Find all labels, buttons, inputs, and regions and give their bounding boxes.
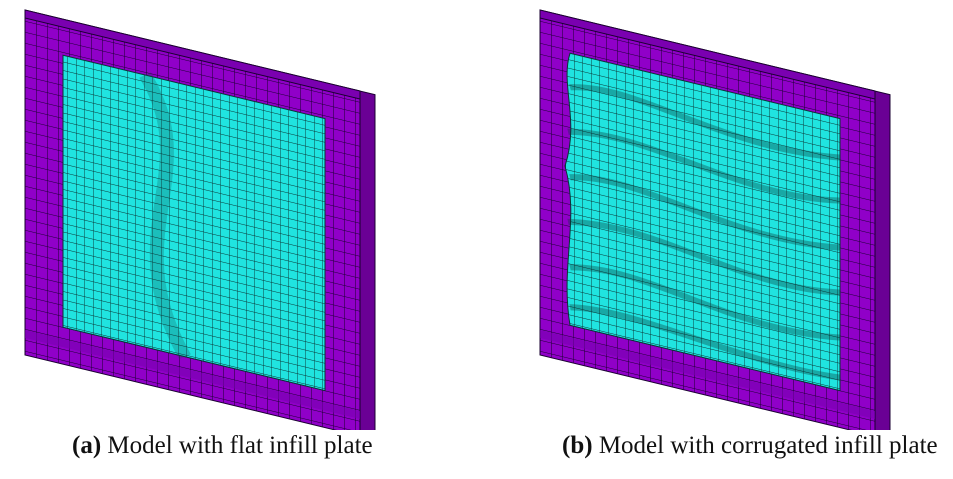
caption-label: (b) — [562, 432, 593, 459]
caption: (b) Model with corrugated infill plate — [562, 432, 938, 460]
caption-text: Model with corrugated infill plate — [599, 432, 938, 459]
caption-text: Model with flat infill plate — [107, 432, 372, 459]
caption-label: (a) — [72, 432, 101, 459]
caption: (a) Model with flat infill plate — [72, 432, 373, 460]
model-corrugated — [540, 10, 890, 430]
page: {"panels": [ {"label": "(a)", "caption":… — [0, 0, 953, 479]
model-flat — [25, 10, 375, 430]
figure — [0, 0, 953, 430]
